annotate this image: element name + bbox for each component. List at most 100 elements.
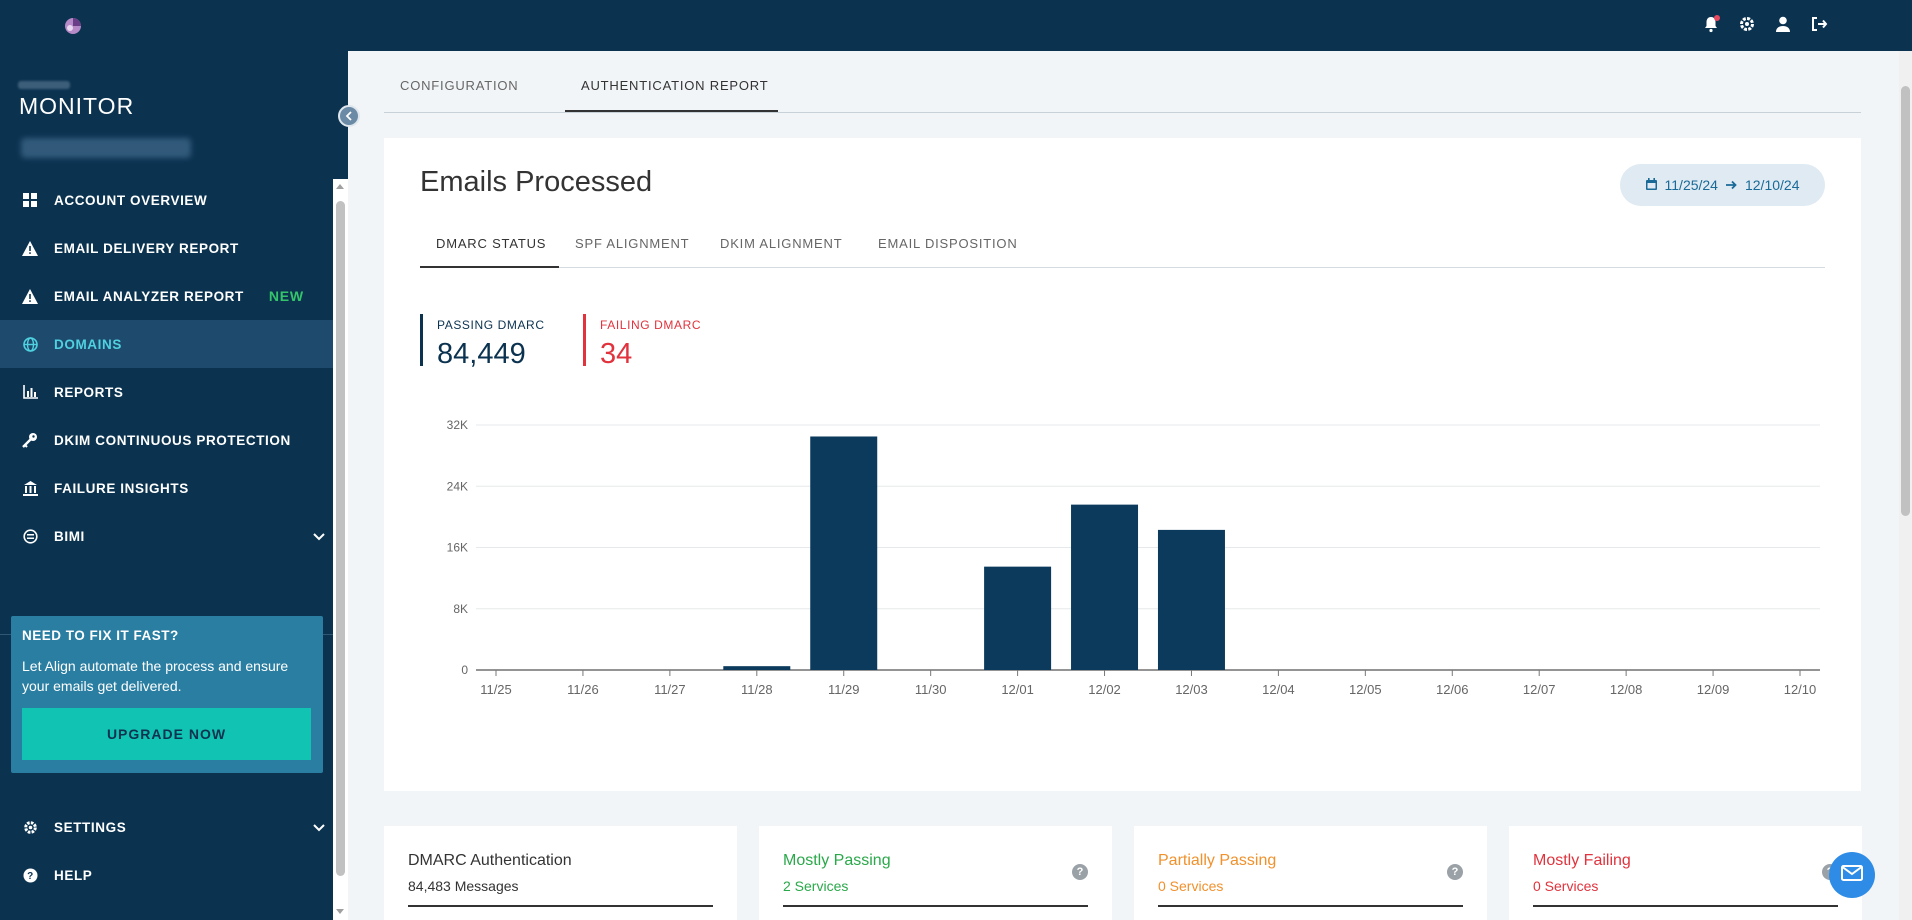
x-tick-label: 12/03: [1175, 682, 1208, 697]
sidebar-item-label: REPORTS: [54, 384, 124, 400]
sidebar-scrollbar[interactable]: [333, 179, 348, 920]
report-sub-tabs: DMARC STATUS SPF ALIGNMENT DKIM ALIGNMEN…: [420, 220, 1825, 268]
page-scrollbar[interactable]: [1899, 51, 1912, 920]
sidebar-item-account-overview[interactable]: ACCOUNT OVERVIEW: [0, 176, 333, 224]
chart-bar[interactable]: [723, 666, 791, 670]
summary-subtitle: 0 Services: [1533, 878, 1599, 894]
warning-triangle-icon: [22, 288, 38, 304]
sidebar-item-failure-insights[interactable]: FAILURE INSIGHTS: [0, 464, 333, 512]
passing-dmarc-stat[interactable]: PASSING DMARC 84,449: [420, 314, 545, 370]
emails-processed-bar-chart: 0 8K 16K 24K 32K 11/25 11/26 11/27 11/28 11/29 11/…: [447, 418, 1820, 697]
active-tab-indicator: [565, 110, 778, 112]
active-sub-tab-indicator: [420, 266, 559, 268]
sidebar-scroll-thumb[interactable]: [336, 201, 345, 876]
x-tick-label: 12/08: [1610, 682, 1643, 697]
passing-dmarc-value: 84,449: [437, 338, 526, 370]
sidebar-collapse-button[interactable]: [338, 105, 360, 127]
organization-name-blurred: [21, 138, 191, 158]
sidebar-nav: ACCOUNT OVERVIEW EMAIL DELIVERY REPORT E…: [0, 176, 333, 560]
user-icon[interactable]: [1774, 15, 1792, 33]
dashboard-grid-icon: [22, 192, 38, 208]
failing-dmarc-stat[interactable]: FAILING DMARC 34: [583, 314, 702, 370]
tab-dmarc-status[interactable]: DMARC STATUS: [436, 236, 547, 251]
chart-bar[interactable]: [810, 436, 878, 670]
logout-icon[interactable]: [1810, 15, 1828, 33]
sidebar-item-email-analyzer-report[interactable]: EMAIL ANALYZER REPORT NEW: [0, 272, 333, 320]
scroll-down-arrow[interactable]: [336, 909, 344, 914]
scroll-up-arrow[interactable]: [336, 184, 344, 189]
chevron-down-icon[interactable]: [313, 529, 325, 544]
summary-card-partially-passing[interactable]: Partially Passing 0 Services ?: [1134, 826, 1487, 920]
summary-card-mostly-failing[interactable]: Mostly Failing 0 Services ?: [1509, 826, 1862, 920]
chat-support-button[interactable]: [1829, 852, 1875, 898]
emails-processed-card: Emails Processed 11/25/24 12/10/24 DMARC…: [384, 138, 1861, 791]
passing-dmarc-label: PASSING DMARC: [437, 318, 545, 332]
summary-card-mostly-passing[interactable]: Mostly Passing 2 Services ?: [759, 826, 1112, 920]
notification-bell-icon[interactable]: [1702, 15, 1720, 33]
x-tick-label: 11/26: [567, 682, 599, 697]
calendar-icon: [1645, 177, 1657, 193]
tab-spf-alignment[interactable]: SPF ALIGNMENT: [575, 236, 690, 251]
gear-icon: [22, 819, 38, 835]
chart-bar[interactable]: [1157, 529, 1225, 670]
bimi-icon: [22, 528, 38, 544]
sidebar-item-email-delivery-report[interactable]: EMAIL DELIVERY REPORT: [0, 224, 333, 272]
card-title: Emails Processed: [420, 166, 653, 198]
summary-divider: [1533, 905, 1838, 907]
sidebar-item-label: SETTINGS: [54, 819, 127, 835]
sidebar-item-settings[interactable]: SETTINGS: [0, 803, 333, 851]
date-to: 12/10/24: [1744, 177, 1800, 193]
summary-title: Mostly Passing: [783, 852, 891, 869]
y-tick-label: 24K: [447, 479, 468, 493]
y-tick-label: 32K: [447, 418, 468, 432]
summary-divider: [408, 905, 713, 907]
main-content: CONFIGURATION AUTHENTICATION REPORT Emai…: [348, 51, 1899, 920]
summary-title: Mostly Failing: [1533, 852, 1631, 869]
sidebar-item-dkim-continuous-protection[interactable]: DKIM CONTINUOUS PROTECTION: [0, 416, 333, 464]
y-tick-label: 0: [461, 663, 468, 677]
app-logo-icon[interactable]: [64, 17, 82, 35]
tab-configuration[interactable]: CONFIGURATION: [400, 78, 519, 93]
x-tick-label: 12/09: [1697, 682, 1730, 697]
sidebar-item-reports[interactable]: REPORTS: [0, 368, 333, 416]
sidebar-item-label: EMAIL ANALYZER REPORT: [54, 288, 244, 304]
date-range-picker[interactable]: 11/25/24 12/10/24: [1620, 164, 1825, 206]
summary-card-dmarc-authentication[interactable]: DMARC Authentication 84,483 Messages: [384, 826, 737, 920]
failing-dmarc-label: FAILING DMARC: [600, 318, 702, 332]
tab-authentication-report[interactable]: AUTHENTICATION REPORT: [581, 78, 769, 93]
help-question-icon[interactable]: ?: [1072, 864, 1088, 880]
building-icon: [22, 480, 38, 496]
page-tabs: CONFIGURATION AUTHENTICATION REPORT: [384, 51, 1861, 113]
sidebar-item-label: BIMI: [54, 528, 85, 544]
x-tick-label: 11/30: [915, 682, 947, 697]
bar-chart-icon: [22, 384, 38, 400]
tab-email-disposition[interactable]: EMAIL DISPOSITION: [878, 236, 1018, 251]
summary-divider: [783, 905, 1088, 907]
y-tick-label: 8K: [453, 602, 468, 616]
help-question-icon[interactable]: ?: [1447, 864, 1463, 880]
x-tick-label: 12/04: [1262, 682, 1295, 697]
svg-text:?: ?: [27, 871, 34, 882]
page-scroll-thumb[interactable]: [1901, 86, 1910, 516]
sidebar-bottom-nav: SETTINGS ? HELP: [0, 803, 333, 899]
sidebar-item-label: DKIM CONTINUOUS PROTECTION: [54, 432, 291, 448]
tab-dkim-alignment[interactable]: DKIM ALIGNMENT: [720, 236, 843, 251]
sidebar-item-help[interactable]: ? HELP: [0, 851, 333, 899]
x-tick-label: 12/02: [1088, 682, 1121, 697]
chevron-down-icon[interactable]: [313, 820, 325, 835]
brand-name: MONITOR: [19, 93, 135, 119]
settings-gear-icon[interactable]: [1738, 15, 1756, 33]
help-circle-icon: ?: [22, 867, 38, 883]
summary-subtitle: 84,483 Messages: [408, 878, 519, 894]
chart-bar[interactable]: [984, 566, 1052, 670]
chart-bar[interactable]: [1071, 504, 1139, 670]
top-bar: [0, 0, 1912, 51]
sidebar-item-bimi[interactable]: BIMI: [0, 512, 333, 560]
summary-subtitle: 0 Services: [1158, 878, 1224, 894]
upgrade-now-button[interactable]: UPGRADE NOW: [22, 708, 311, 760]
sidebar: MONITOR ACCOUNT OVERVIEW EMAIL DELIVERY …: [0, 51, 348, 920]
notification-dot: [1714, 15, 1720, 21]
sidebar-item-label: HELP: [54, 867, 93, 883]
sidebar-item-domains[interactable]: DOMAINS: [0, 320, 333, 368]
sidebar-item-label: FAILURE INSIGHTS: [54, 480, 189, 496]
